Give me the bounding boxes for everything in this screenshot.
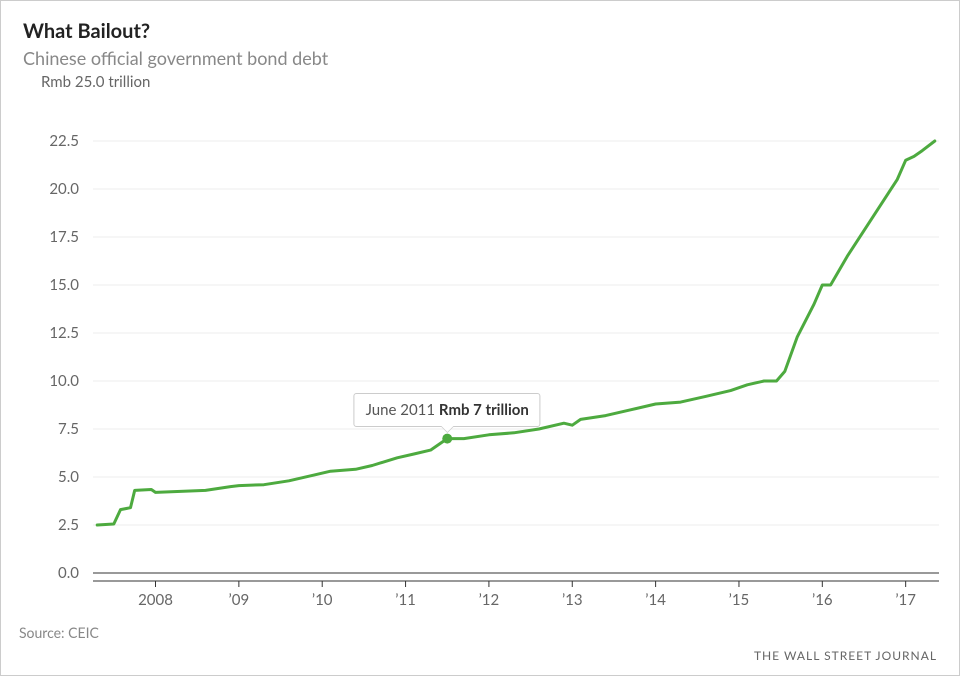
y-tick-label: 12.5 [49, 324, 79, 342]
y-tick-label: 0.0 [58, 564, 79, 582]
y-tick-label: 2.5 [58, 516, 79, 534]
x-tick-label: ’12 [479, 591, 500, 609]
chart-subtitle: Chinese official government bond debt [23, 47, 937, 69]
attribution-label: THE WALL STREET JOURNAL [754, 648, 937, 663]
x-tick-label: 2008 [138, 591, 173, 609]
x-tick-label: ’17 [895, 591, 916, 609]
x-tick-label: ’13 [562, 591, 583, 609]
y-tick-label: 15.0 [49, 276, 79, 294]
highlight-marker[interactable] [442, 434, 452, 444]
chart-plot-area[interactable]: 0.0 2.5 5.0 7.5 10.0 12.5 15.0 17.5 20.0 22.5 2008… [23, 93, 939, 613]
x-tick-label: ’16 [812, 591, 833, 609]
y-tick-label: 5.0 [58, 468, 79, 486]
x-tick-label: ’11 [395, 591, 416, 609]
y-tick-label: 17.5 [49, 228, 79, 246]
y-tick-label: 10.0 [49, 372, 79, 390]
y-axis-unit-label: Rmb 25.0 trillion [41, 73, 150, 91]
y-tick-label: 22.5 [49, 132, 79, 150]
x-tick-label: ’15 [729, 591, 750, 609]
chart-title: What Bailout? [23, 19, 937, 43]
y-tick-label: 7.5 [58, 420, 79, 438]
chart-card: What Bailout? Chinese official governmen… [0, 0, 960, 676]
x-tick-label: ’10 [312, 591, 333, 609]
x-tick-label: ’09 [229, 591, 250, 609]
chart-svg: 0.0 2.5 5.0 7.5 10.0 12.5 15.0 17.5 20.0 22.5 2008… [23, 93, 939, 613]
x-tick-label: ’14 [645, 591, 666, 609]
y-tick-label: 20.0 [49, 180, 79, 198]
source-caption: Source: CEIC [19, 624, 99, 641]
